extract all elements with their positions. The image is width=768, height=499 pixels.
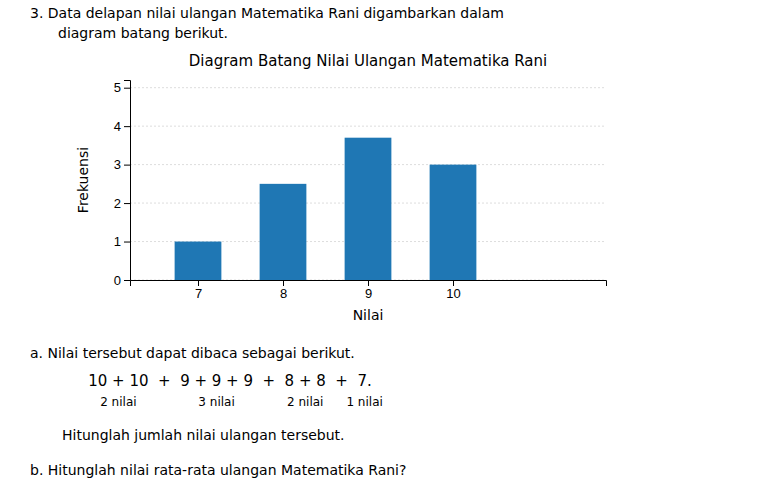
question-line: a. Nilai tersebut dapat dibaca sebagai b… [30, 345, 355, 361]
tick-mark [124, 126, 130, 127]
tick-mark [453, 280, 454, 286]
group-label: 2 nilai [100, 395, 136, 409]
tick: 9 [365, 280, 372, 301]
tick-label: 9 [365, 286, 372, 301]
tick-mark [283, 280, 284, 286]
tick: 2 [114, 196, 130, 211]
tick-mark [124, 203, 130, 204]
bar [345, 138, 392, 280]
question-line: b. Hitunglah nilai rata-rata ulangan Mat… [30, 462, 406, 478]
tick-label: 0 [114, 273, 121, 288]
question-line: diagram batang berikut. [58, 25, 228, 41]
bar [175, 242, 222, 280]
group-label: 2 nilai [287, 395, 323, 409]
tick-mark [124, 88, 130, 89]
tick-mark [198, 280, 199, 286]
tick: 1 [114, 234, 130, 249]
tick: 7 [195, 280, 202, 301]
tick: 5 [114, 80, 130, 95]
grid [130, 88, 606, 280]
bar [260, 184, 307, 280]
tick-label: 2 [114, 196, 121, 211]
y-axis: 0 1 2 3 4 5 [114, 80, 131, 287]
y-axis-label: Frekuensi [75, 147, 91, 213]
axis-line [131, 281, 607, 287]
tick-label: 7 [195, 286, 202, 301]
tick-label: 3 [114, 157, 121, 172]
tick-mark [368, 280, 369, 286]
question-line: 3. Data delapan nilai ulangan Matematika… [30, 5, 504, 21]
bars [175, 138, 477, 280]
grid-line [130, 126, 606, 127]
tick-label: 8 [280, 286, 287, 301]
grid-line [130, 87, 606, 88]
axis-line [124, 81, 131, 281]
question-line: Hitunglah jumlah nilai ulangan tersebut. [62, 427, 345, 443]
tick-label: 10 [446, 286, 460, 301]
group-label: 1 nilai [346, 395, 382, 409]
tick-mark [124, 165, 130, 166]
group-label: 3 nilai [198, 395, 234, 409]
tick-label: 1 [114, 234, 121, 249]
tick: 8 [280, 280, 287, 301]
chart: 3. Data delapan nilai ulangan Matematika… [0, 0, 768, 499]
tick-mark [124, 242, 130, 243]
tick: 3 [114, 157, 130, 172]
tick: 10 [446, 280, 460, 301]
bar [430, 165, 477, 280]
plot: 7 8 9 10 0 1 2 3 4 5 [114, 80, 607, 301]
tick-label: 5 [114, 80, 121, 95]
tick: 4 [114, 119, 130, 134]
tick-mark [124, 280, 130, 281]
tick: 0 [114, 273, 130, 288]
title: Diagram Batang Nilai Ulangan Matematika … [189, 52, 547, 70]
x-axis: 7 8 9 10 [131, 280, 607, 301]
x-axis-label: Nilai [353, 307, 384, 323]
tick-label: 4 [114, 119, 121, 134]
formula: 10 + 10 + 9 + 9 + 9 + 8 + 8 + 7. [88, 372, 372, 390]
